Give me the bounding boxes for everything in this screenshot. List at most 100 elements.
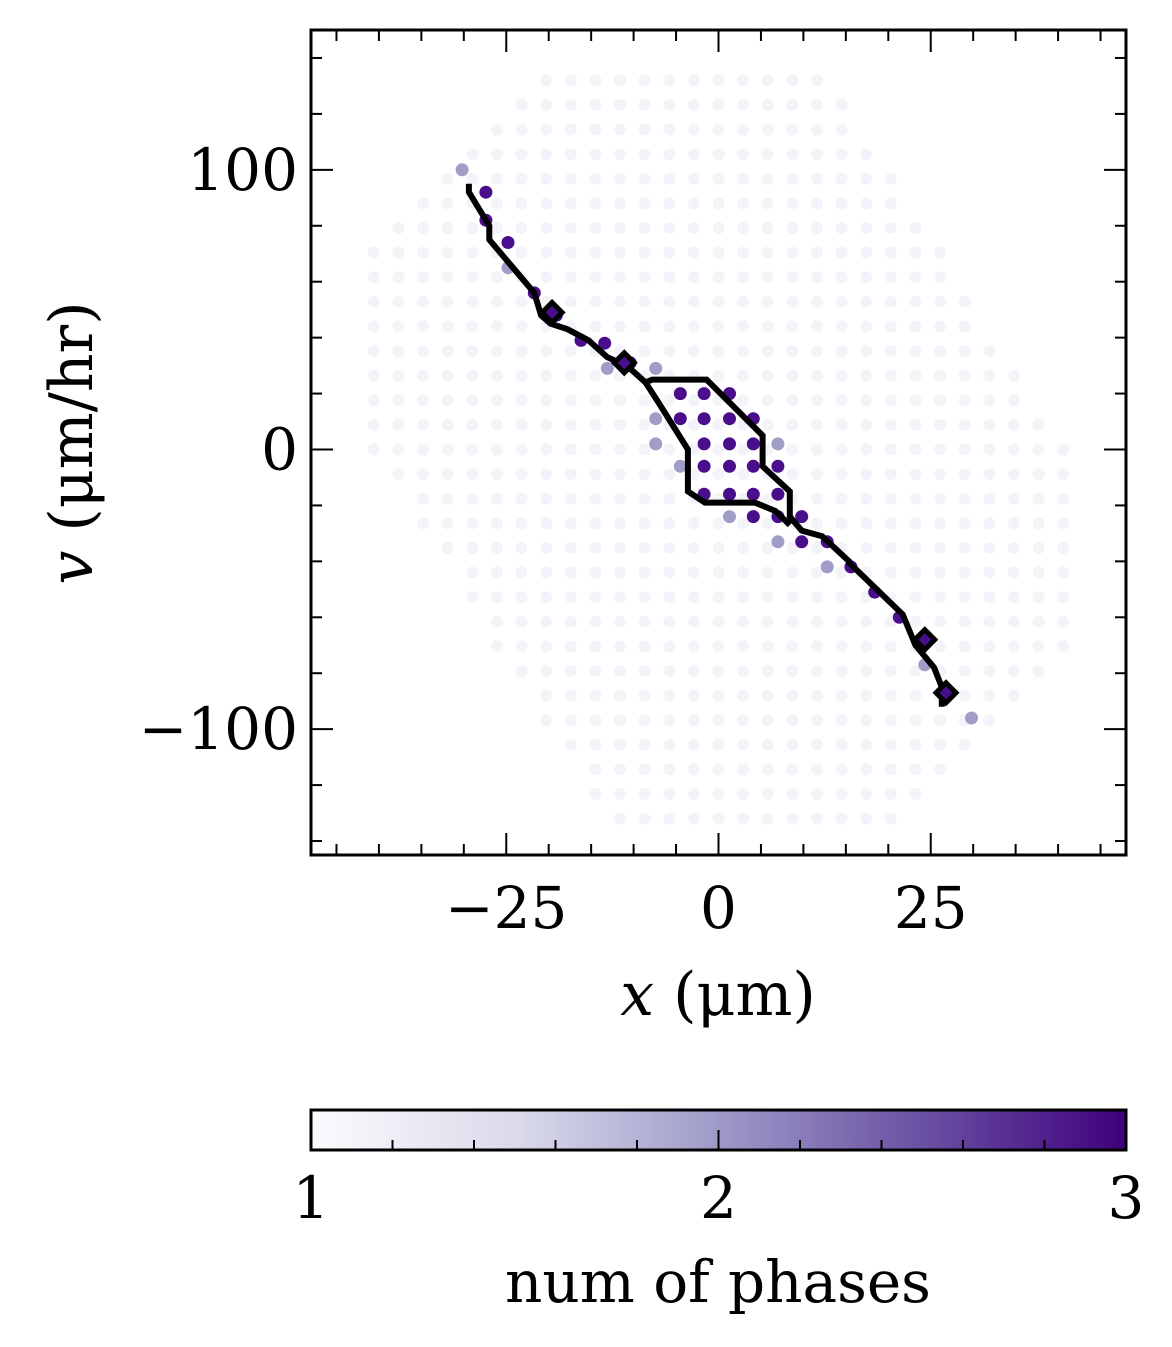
phase-1-point (786, 665, 799, 677)
phase-1-point (687, 541, 700, 554)
phase-1-point (687, 640, 700, 653)
phase-1-point (466, 295, 479, 308)
phase-1-point (835, 665, 848, 677)
phase-1-point (1007, 443, 1020, 456)
phase-1-point (860, 197, 873, 210)
phase-1-point (663, 812, 676, 825)
phase-1-point (712, 714, 725, 727)
phase-1-point (638, 541, 651, 554)
phase-1-point (638, 517, 651, 530)
phase-1-point (712, 172, 725, 185)
phase-1-point (466, 246, 479, 259)
phase-1-point (737, 443, 750, 456)
phase-1-point (712, 541, 725, 554)
phase-1-point (614, 418, 626, 431)
phase-1-point (909, 763, 922, 776)
phase-1-point (712, 443, 725, 456)
phase-1-point (441, 295, 454, 308)
phase-1-point (884, 517, 897, 530)
phase-1-point (638, 566, 651, 579)
phase-1-point (786, 812, 799, 825)
phase-1-point (737, 295, 750, 308)
phase-1-point (1057, 443, 1070, 456)
phase-1-point (687, 295, 700, 308)
phase-1-point (860, 763, 873, 776)
phase-1-point (835, 591, 848, 604)
phase-1-point (934, 738, 947, 751)
phase-1-point (712, 812, 725, 825)
phase-1-point (515, 615, 528, 628)
phase-1-point (835, 271, 848, 284)
phase-1-point (761, 615, 774, 628)
diamond-marker (932, 679, 960, 707)
phase-1-point (417, 369, 430, 382)
phase-1-point (786, 271, 799, 284)
phase-2-point (820, 560, 834, 574)
phase-1-point (515, 197, 528, 210)
phase-1-point (417, 295, 430, 308)
phase-1-point (983, 369, 996, 382)
phase-1-point (564, 394, 577, 407)
phase-1-point (712, 418, 725, 431)
phase-1-point (909, 492, 922, 505)
phase-1-point (860, 788, 873, 800)
phase-1-point (884, 197, 897, 210)
phase-1-point (490, 640, 503, 653)
phase-1-point (860, 812, 873, 825)
phase-1-point (786, 222, 799, 234)
colorbar-label: num of phases (505, 1248, 931, 1316)
phase-1-point (663, 345, 676, 358)
phase-1-point (614, 763, 626, 776)
phase-3-point (673, 387, 687, 401)
phase-1-point (540, 640, 553, 653)
phase-1-point (687, 665, 700, 677)
phase-3-point (598, 336, 612, 350)
phase-1-point (860, 738, 873, 751)
phase-1-point (1032, 591, 1045, 604)
phase-2-point (673, 459, 687, 473)
phase-1-point (638, 443, 651, 456)
phase-1-point (835, 615, 848, 628)
phase-1-point (983, 394, 996, 407)
phase-1-point (417, 517, 430, 530)
phase-1-point (1032, 418, 1045, 431)
phase-1-point (441, 394, 454, 407)
phase-1-point (417, 492, 430, 505)
phase-3-point (697, 459, 711, 473)
phase-1-point (589, 246, 602, 259)
phase-1-point (638, 320, 651, 333)
phase-1-point (515, 492, 528, 505)
phase-1-point (589, 566, 602, 579)
phase-1-point (1057, 566, 1070, 579)
phase-1-point (737, 222, 750, 234)
phase-1-point (589, 222, 602, 234)
phase-1-point (614, 271, 626, 284)
phase-1-point (540, 468, 553, 481)
phase-1-point (786, 541, 799, 554)
phase-1-point (614, 197, 626, 210)
phase-1-point (540, 418, 553, 431)
phase-1-point (737, 566, 750, 579)
phase-1-point (392, 320, 405, 333)
phase-1-point (490, 320, 503, 333)
phase-1-point (687, 566, 700, 579)
phase-1-point (934, 492, 947, 505)
phase-1-point (564, 98, 577, 111)
phase-1-point (934, 591, 947, 604)
phase-1-point (909, 320, 922, 333)
phase-1-point (490, 541, 503, 554)
phase-1-point (589, 98, 602, 111)
phase-1-point (614, 123, 626, 136)
phase-2-point (771, 535, 785, 549)
phase-1-point (1057, 468, 1070, 481)
phase-1-point (860, 271, 873, 284)
phase-1-point (786, 394, 799, 407)
phase-1-point (663, 566, 676, 579)
phase-1-point (540, 517, 553, 530)
phase-1-point (367, 369, 380, 382)
phase-1-point (983, 714, 996, 727)
phase-2-point (771, 437, 785, 451)
phase-1-point (983, 492, 996, 505)
phase-1-point (983, 640, 996, 653)
phase-1-point (712, 98, 725, 111)
